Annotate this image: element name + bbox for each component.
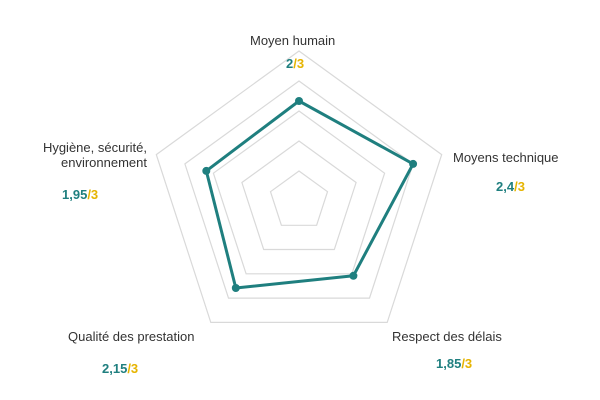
grid-ring-3 bbox=[212, 110, 386, 275]
grid-ring-4 bbox=[184, 80, 414, 299]
score-value: 2,15 bbox=[102, 361, 128, 376]
radar-grid bbox=[155, 50, 443, 323]
score-value: 1,85 bbox=[436, 356, 462, 371]
data-point-1 bbox=[409, 159, 418, 168]
score-value: 2,4 bbox=[496, 179, 515, 194]
grid-ring-2 bbox=[241, 140, 357, 251]
axis-label-hygiene-securite-environnement: Hygiène, sécurité, environnement bbox=[42, 140, 147, 170]
axis-label-moyens-technique: Moyens technique bbox=[453, 150, 559, 165]
score-max: /3 bbox=[127, 361, 139, 376]
score-value: 1,95 bbox=[62, 187, 88, 202]
series-line bbox=[204, 99, 415, 290]
score-value: 2 bbox=[286, 56, 294, 71]
data-point-2 bbox=[349, 271, 358, 280]
score-moyens-technique: 2,4/3 bbox=[496, 179, 525, 194]
radar-series bbox=[202, 97, 418, 292]
score-respect-des-delais: 1,85/3 bbox=[436, 356, 472, 371]
axis-label-moyen-humain: Moyen humain bbox=[250, 33, 336, 48]
data-point-3 bbox=[231, 284, 240, 292]
axis-label-qualite-des-prestation: Qualité des prestation bbox=[68, 329, 195, 344]
score-moyen-humain: 2/3 bbox=[286, 56, 304, 71]
score-max: /3 bbox=[87, 187, 99, 202]
data-point-0 bbox=[295, 97, 303, 105]
score-max: /3 bbox=[461, 356, 473, 371]
axis-label-respect-des-delais: Respect des délais bbox=[392, 329, 502, 344]
score-max: /3 bbox=[514, 179, 525, 194]
grid-ring-1 bbox=[269, 170, 329, 226]
score-max: /3 bbox=[293, 56, 305, 71]
data-point-4 bbox=[202, 166, 211, 175]
grid-ring-5 bbox=[155, 50, 443, 323]
score-hygiene-securite-environnement: 1,95/3 bbox=[62, 187, 98, 202]
score-qualite-des-prestation: 2,15/3 bbox=[102, 361, 138, 376]
